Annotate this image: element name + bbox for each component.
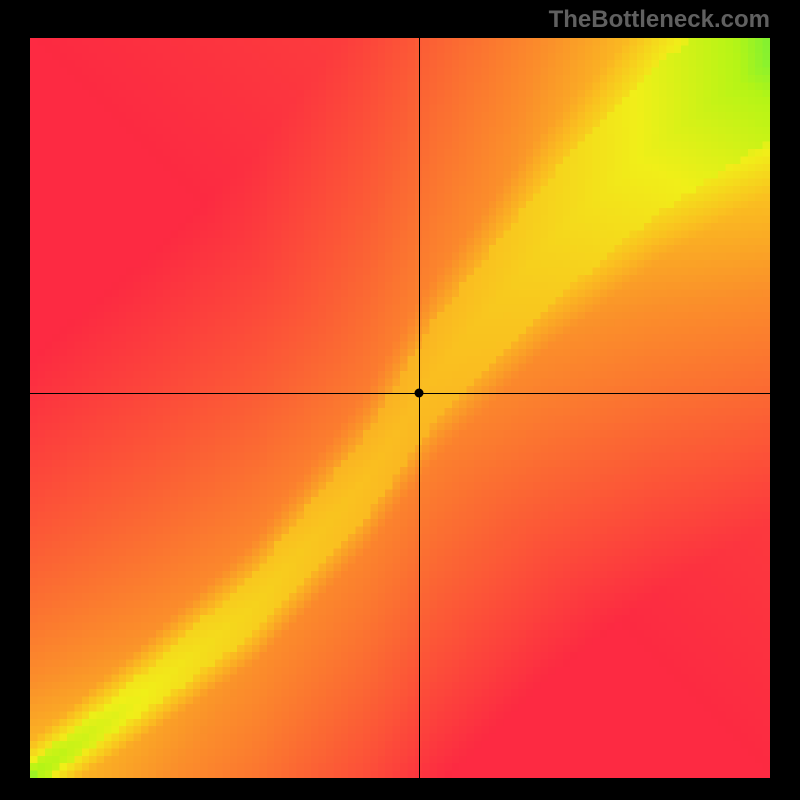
attribution-text: TheBottleneck.com — [549, 6, 770, 34]
crosshair-horizontal — [30, 393, 770, 394]
crosshair-marker — [414, 389, 423, 398]
bottleneck-heatmap — [30, 38, 770, 778]
crosshair-vertical — [419, 38, 420, 778]
heatmap-canvas — [30, 38, 770, 778]
